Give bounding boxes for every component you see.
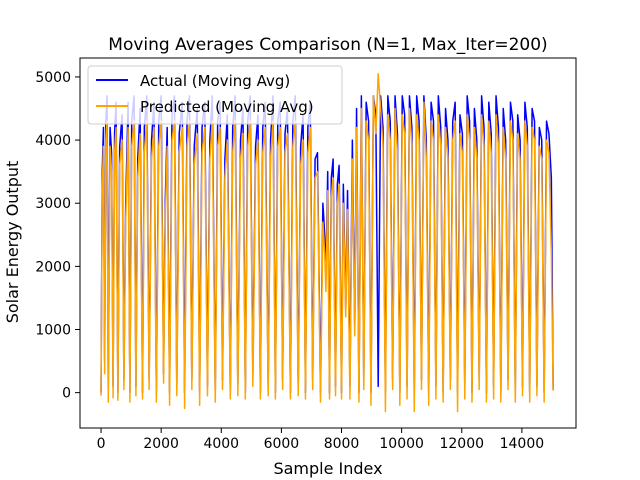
x-tick-label: 10000 (379, 436, 424, 452)
y-tick-label: 4000 (35, 133, 71, 149)
series-group (100, 73, 554, 413)
x-tick-label: 8000 (324, 436, 360, 452)
x-tick-label: 0 (97, 436, 106, 452)
y-tick-label: 5000 (35, 70, 71, 86)
x-tick-label: 6000 (264, 436, 300, 452)
series-line-predicted (100, 73, 554, 413)
y-tick-label: 0 (62, 386, 71, 402)
y-tick-label: 2000 (35, 259, 71, 275)
x-tick-label: 4000 (203, 436, 239, 452)
plot-frame (79, 57, 577, 429)
legend-box (87, 65, 343, 125)
x-tick-label: 12000 (439, 436, 484, 452)
chart-title: Moving Averages Comparison (N=1, Max_Ite… (108, 35, 547, 55)
y-tick-label: 3000 (35, 196, 71, 212)
legend: Actual (Moving Avg) Predicted (Moving Av… (87, 65, 343, 125)
x-axis-label: Sample Index (273, 459, 382, 478)
y-tick-label: 1000 (35, 323, 71, 339)
y-axis-label: Solar Energy Output (3, 161, 22, 324)
x-tick-label: 2000 (143, 436, 179, 452)
legend-label-predicted: Predicted (Moving Avg) (140, 98, 314, 116)
legend-label-actual: Actual (Moving Avg) (140, 72, 290, 90)
x-tick-label: 14000 (500, 436, 545, 452)
